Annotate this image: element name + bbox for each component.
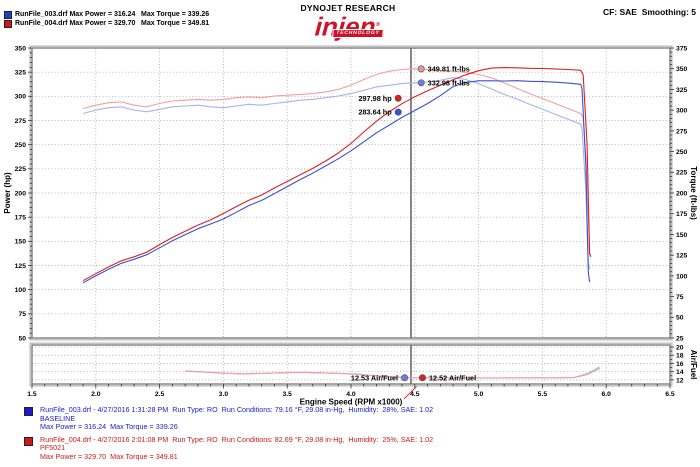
power-tick-label: 100 [15, 287, 27, 294]
legend-run-row: RunFile_004.drf Max Power = 329.70 Max To… [4, 19, 209, 28]
torque-tick-label: 150 [676, 232, 688, 239]
rpm-tick-label: 4.5 [410, 391, 420, 398]
torque-tick-label: 200 [676, 190, 688, 197]
rpm-axis-title: Engine Speed (RPM x1000) [300, 398, 403, 407]
annotation-label: 12.53 Air/Fuel [351, 373, 398, 382]
torque-tick-label: 225 [676, 170, 688, 177]
run-color-swatch [24, 436, 33, 446]
torque-axis-title: Torque (ft-lbs) [689, 166, 698, 220]
airfuel-tick-label: 14 [676, 369, 684, 376]
torque-tick-label: 275 [676, 128, 688, 135]
run-max-torque: Max Torque = 349.81 [141, 20, 210, 27]
power-tick-label: 75 [18, 311, 26, 318]
series-power-runfile-004 [82, 67, 592, 282]
rpm-tick-label: 4.0 [346, 391, 356, 398]
run-conditions-line: RunFile_003.drf - 4/27/2016 1:31:28 PM R… [40, 405, 434, 414]
power-tick-label: 275 [15, 118, 27, 125]
run-color-swatch [4, 19, 12, 28]
annotation-marker[interactable] [417, 65, 425, 73]
torque-tick-label: 25 [676, 335, 684, 342]
torque-tick-label: 350 [676, 66, 688, 73]
rpm-tick-label: 6.5 [665, 391, 675, 398]
torque-tick-label: 125 [676, 253, 688, 260]
annotation-marker[interactable] [394, 94, 402, 102]
rpm-tick-label: 5.0 [474, 391, 484, 398]
run-conditions-line: RunFile_004.drf - 4/27/2016 2:01:08 PM R… [40, 434, 434, 444]
power-tick-label: 250 [15, 142, 27, 149]
power-tick-label: 50 [18, 335, 26, 342]
annotation-label: 12.52 Air/Fuel [429, 373, 476, 382]
series-power-runfile-003 [82, 80, 591, 284]
annotation-label: 283.64 hp [358, 108, 392, 117]
airfuel-tick-label: 12 [676, 377, 684, 384]
run-name-line: BASELINE [40, 413, 76, 423]
run-file-max-power: RunFile_004.drf Max Power = 329.70 [15, 20, 136, 27]
correction-smoothing-label: CF: SAE Smoothing: 5 [602, 7, 696, 17]
series-torque-runfile-004 [82, 68, 592, 257]
run-details-legend: RunFile_003.drf - 4/27/2016 1:31:28 PM R… [24, 405, 684, 466]
series-airfuel-runfile-004 [185, 366, 601, 379]
run-detail-row: RunFile_004.drf - 4/27/2016 2:01:08 PM R… [24, 434, 684, 462]
airfuel-tick-label: 20 [676, 344, 684, 351]
run-max-line: Max Power = 329.70 Max Torque = 349.81 [40, 451, 178, 461]
power-tick-label: 225 [15, 166, 27, 173]
annotation-label: 349.81 ft-lbs [428, 64, 470, 73]
torque-tick-label: 325 [676, 87, 688, 94]
annotation-marker[interactable] [418, 374, 426, 382]
power-tick-label: 200 [15, 190, 27, 197]
torque-tick-label: 100 [676, 273, 688, 280]
torque-tick-label: 75 [676, 294, 684, 301]
power-tick-label: 125 [15, 263, 27, 270]
power-tick-label: 300 [15, 94, 27, 101]
airfuel-tick-label: 18 [676, 353, 684, 360]
power-tick-label: 325 [15, 70, 27, 77]
annotation-label: 332.98 ft-lbs [428, 78, 470, 87]
rpm-tick-label: 3.5 [282, 391, 292, 398]
annotation-label: 297.98 hp [358, 94, 392, 103]
power-tick-label: 175 [15, 215, 27, 222]
annotation-marker[interactable] [417, 79, 425, 87]
annotation-marker[interactable] [394, 108, 402, 116]
rpm-tick-label: 1.5 [27, 391, 37, 398]
rpm-tick-label: 6.0 [601, 391, 611, 398]
annotation-marker[interactable] [401, 374, 409, 382]
run-summary-legend: RunFile_003.drf Max Power = 316.24 Max To… [4, 10, 209, 28]
torque-tick-label: 50 [676, 315, 684, 322]
torque-tick-label: 300 [676, 108, 688, 115]
series-torque-runfile-003 [82, 77, 591, 270]
torque-tick-label: 175 [676, 211, 688, 218]
rpm-tick-label: 2.0 [91, 391, 101, 398]
power-tick-label: 150 [15, 239, 27, 246]
rpm-tick-label: 2.5 [155, 391, 165, 398]
run-color-swatch [24, 407, 33, 416]
dyno-chart: 50 75 100 125 150 175 200 225 250 275 300 325 350 25 5… [3, 45, 698, 407]
run-max-torque: Max Torque = 339.26 [141, 11, 210, 18]
legend-run-row: RunFile_003.drf Max Power = 316.24 Max To… [4, 10, 209, 19]
power-axis-title: Power (hp) [3, 172, 12, 214]
run-detail-row: RunFile_003.drf - 4/27/2016 1:31:28 PM R… [24, 405, 684, 432]
torque-tick-label: 375 [676, 45, 688, 52]
torque-tick-label: 250 [676, 149, 688, 156]
dynojet-research-label: DYNOJET RESEARCH [300, 3, 396, 13]
power-tick-label: 350 [15, 45, 27, 52]
brand-header: DYNOJET RESEARCH injen® TECHNOLOGY [286, 3, 410, 42]
run-file-max-power: RunFile_003.drf Max Power = 316.24 [15, 11, 136, 18]
airfuel-tick-label: 16 [676, 361, 684, 368]
run-name-line: PF5021 [40, 443, 66, 453]
airfuel-axis-title: Air/Fuel [689, 350, 698, 380]
run-color-swatch [4, 10, 12, 19]
rpm-tick-label: 5.5 [538, 391, 548, 398]
rpm-tick-label: 3.0 [219, 391, 229, 398]
run-max-line: Max Power = 316.24 Max Torque = 339.26 [40, 422, 178, 432]
